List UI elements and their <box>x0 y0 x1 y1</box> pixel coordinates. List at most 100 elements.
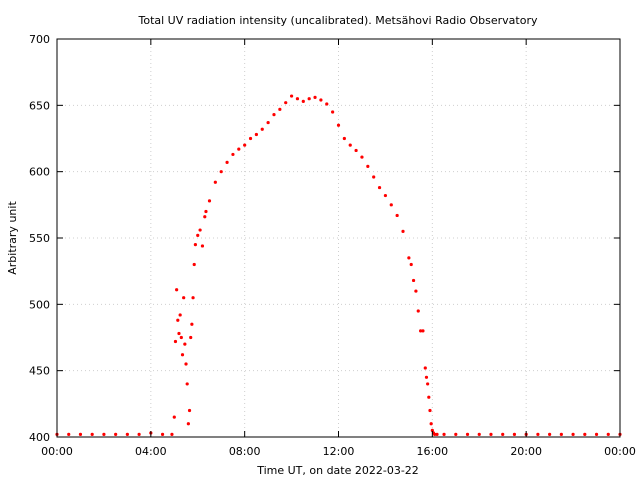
data-point <box>342 136 346 141</box>
data-point <box>266 120 270 125</box>
data-point <box>430 428 434 432</box>
data-point <box>272 113 276 117</box>
x-tick-label: 20:00 <box>510 445 542 458</box>
data-point <box>548 432 552 436</box>
x-tick-label: 12:00 <box>323 445 355 458</box>
data-point <box>428 408 432 413</box>
data-point <box>433 432 437 436</box>
data-point <box>278 107 282 111</box>
data-point <box>313 95 317 99</box>
data-point <box>170 432 174 436</box>
data-point <box>260 127 264 131</box>
data-point <box>395 213 399 218</box>
data-point <box>501 432 505 436</box>
data-point <box>606 432 610 436</box>
data-point <box>407 256 411 260</box>
data-point <box>411 278 416 283</box>
data-point <box>331 110 335 114</box>
data-point <box>594 432 599 436</box>
data-point <box>389 203 393 207</box>
data-point <box>336 123 341 127</box>
data-point <box>184 362 188 366</box>
data-point <box>193 243 198 247</box>
data-point <box>414 289 418 293</box>
data-point <box>325 102 329 106</box>
data-point <box>383 193 388 198</box>
data-point <box>186 422 190 426</box>
data-point <box>571 432 575 436</box>
data-point <box>409 262 413 267</box>
data-point <box>192 262 196 267</box>
data-points <box>55 94 622 436</box>
data-point <box>178 313 182 317</box>
data-point <box>160 432 165 436</box>
data-point <box>177 331 181 336</box>
data-point <box>319 98 323 102</box>
data-point <box>429 422 433 426</box>
data-point <box>180 353 185 357</box>
grid <box>57 39 620 437</box>
data-point <box>196 233 200 237</box>
data-point <box>175 288 179 292</box>
y-tick-label: 650 <box>29 99 50 112</box>
data-point <box>284 101 288 105</box>
y-tick-label: 500 <box>29 298 50 311</box>
x-tick-label: 04:00 <box>135 445 167 458</box>
data-point <box>583 432 587 436</box>
data-point <box>102 432 106 436</box>
x-tick-label: 00:00 <box>41 445 73 458</box>
data-point <box>301 99 305 103</box>
data-point <box>173 339 178 344</box>
data-point <box>372 175 376 179</box>
data-point <box>191 296 195 300</box>
y-tick-label: 450 <box>29 365 50 378</box>
data-point <box>190 322 194 326</box>
data-point <box>435 432 439 436</box>
data-point <box>512 432 517 436</box>
data-point <box>243 143 247 147</box>
data-point <box>416 309 420 313</box>
data-point <box>424 375 429 379</box>
data-point <box>182 296 186 300</box>
data-point <box>198 228 202 232</box>
data-point <box>489 432 493 436</box>
data-point <box>176 318 180 322</box>
data-point <box>427 395 431 399</box>
data-point <box>67 432 71 436</box>
data-point <box>204 209 208 214</box>
data-point <box>189 335 193 340</box>
data-point <box>454 432 458 436</box>
y-tick-label: 550 <box>29 232 50 245</box>
data-point <box>477 432 481 436</box>
y-tick-labels: 400 450 500 550 600 650 700 <box>29 33 50 444</box>
data-point <box>254 132 258 137</box>
data-point <box>426 382 430 386</box>
data-point <box>465 432 470 436</box>
data-point <box>295 97 300 101</box>
data-point <box>125 432 129 436</box>
x-axis-label: Time UT, on date 2022-03-22 <box>256 464 419 477</box>
data-point <box>442 432 446 436</box>
data-point <box>90 432 94 436</box>
data-point <box>419 329 423 333</box>
data-point <box>348 143 352 147</box>
x-tick-label: 16:00 <box>416 445 448 458</box>
data-point <box>187 408 192 413</box>
data-point <box>207 199 212 203</box>
data-point <box>423 366 427 370</box>
data-point <box>237 147 241 151</box>
y-tick-label: 700 <box>29 33 50 46</box>
data-point <box>231 152 235 157</box>
data-point <box>559 432 563 436</box>
data-point <box>225 160 229 164</box>
x-tick-label: 08:00 <box>229 445 261 458</box>
data-point <box>377 185 382 190</box>
data-point <box>183 342 187 346</box>
data-point <box>137 432 141 436</box>
chart-title: Total UV radiation intensity (uncalibrat… <box>138 14 538 27</box>
data-point <box>200 244 205 248</box>
data-point <box>354 148 358 153</box>
y-axis-label: Arbitrary unit <box>6 201 19 275</box>
data-point <box>213 180 217 184</box>
